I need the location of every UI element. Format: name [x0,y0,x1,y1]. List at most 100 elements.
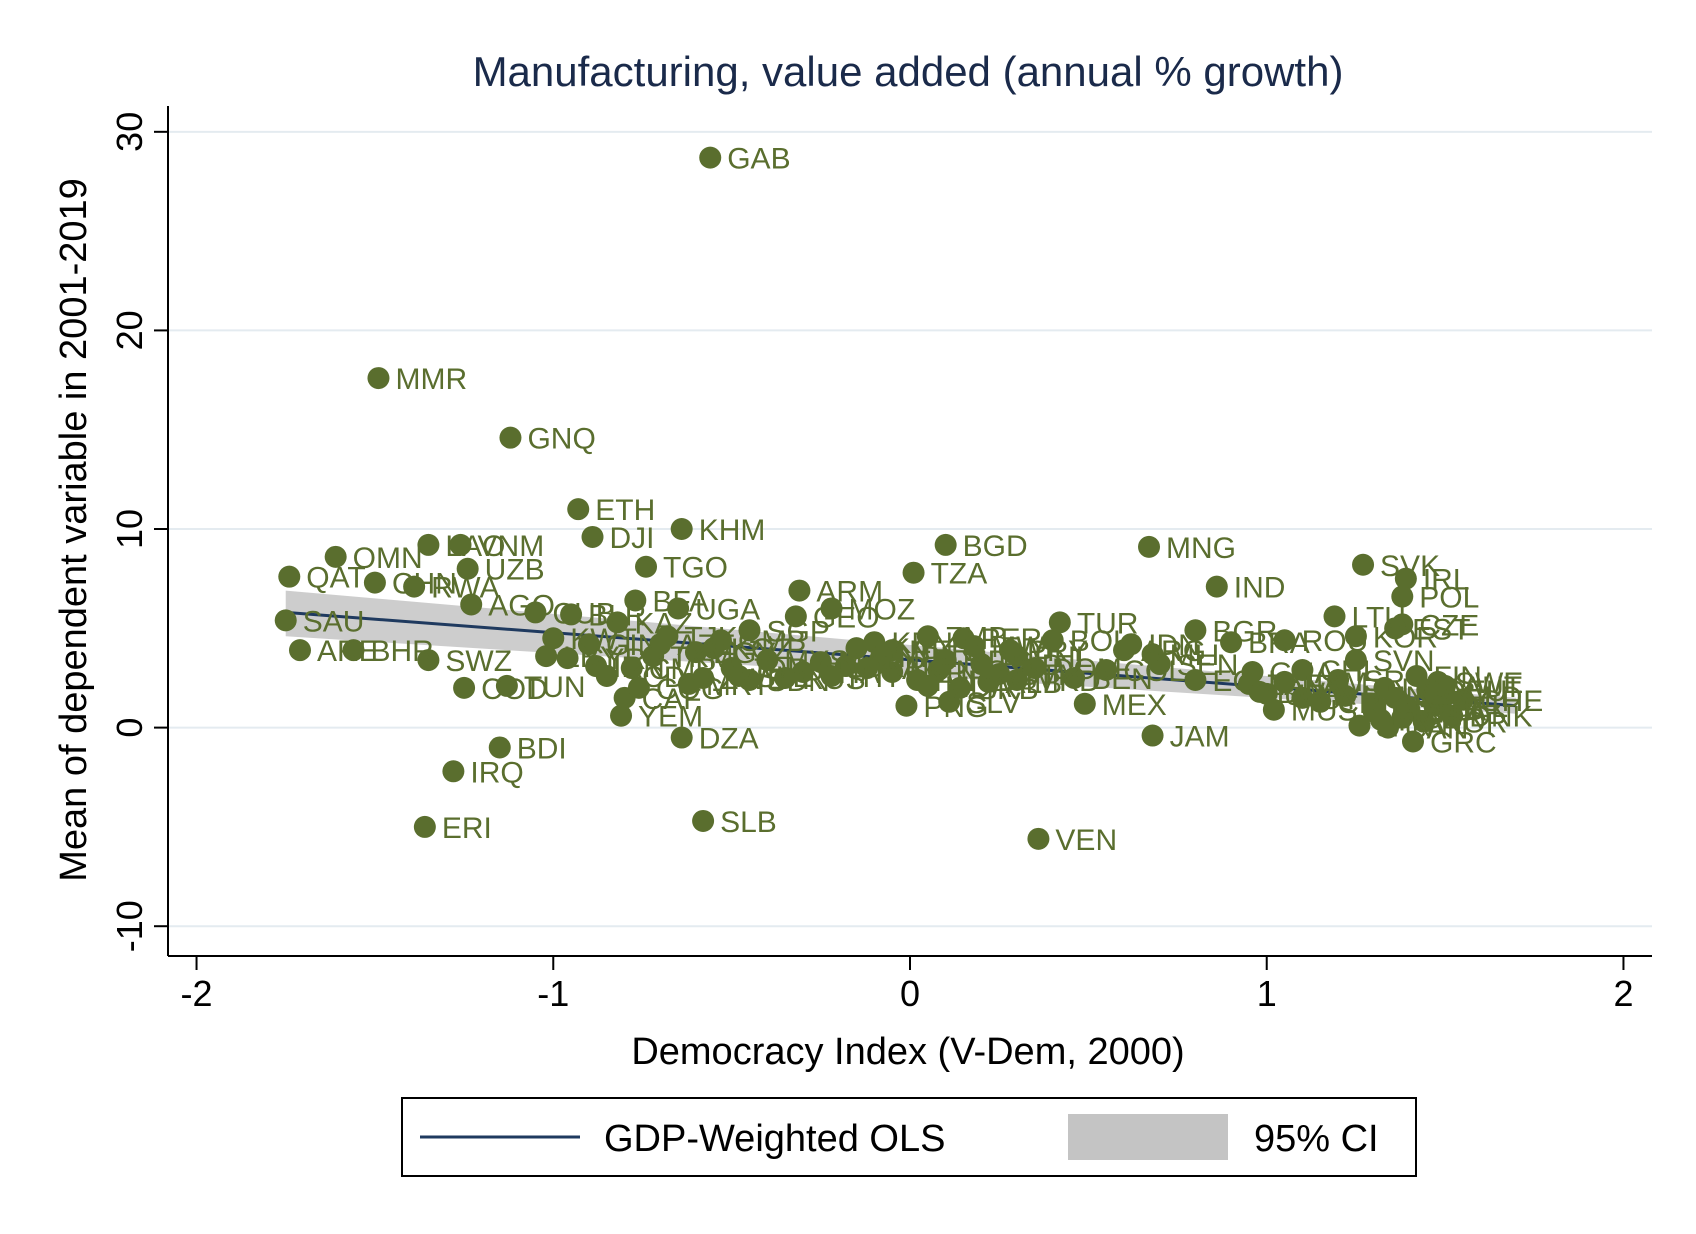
point-lby [535,645,558,668]
point-label-png: PNG [923,691,988,724]
point-label-pol: POL [1419,582,1479,615]
point-label-geo: GEO [813,601,880,634]
point-label-gab: GAB [727,143,790,176]
point-label-gin: GIN [606,629,659,662]
point-mdg [934,649,957,672]
point-label-ind: IND [1234,572,1286,605]
point-label-tgo: TGO [663,552,728,585]
point-label-mmr: MMR [395,363,467,396]
x-axis-title: Democracy Index (V-Dem, 2000) [631,1031,1184,1073]
point-khm [670,518,693,541]
point-blr [560,603,583,626]
point-bfa [624,589,647,612]
point-label-kgz: KGZ [731,633,793,666]
point-label-dom: DOM [1052,653,1122,686]
point-label-cze: CZE [1419,609,1479,642]
point-label-nam: NAM [1302,667,1369,700]
point-pak [856,657,879,680]
point-chn [363,571,386,594]
point-mkd [1006,668,1029,691]
point-label-ury: URY [1284,679,1347,712]
point-label-cod: COD [481,673,548,706]
point-geo [784,605,807,628]
point-prt [1362,700,1385,723]
point-label-per: PER [981,623,1043,656]
point-label-ita: ITA [1398,705,1442,738]
point-kaz [606,611,629,634]
point-label-prt: PRT [1391,697,1450,730]
point-usa [1373,676,1396,699]
point-hti [820,664,843,687]
point-dza [670,726,693,749]
point-label-gbr: GBR [1419,703,1484,736]
point-tgo [635,555,658,578]
point-lao [417,533,440,556]
point-mng [1138,535,1161,558]
point-label-qat: QAT [306,562,365,595]
point-rus [774,666,797,689]
point-label-blr: BLR [588,599,646,632]
point-bra [1220,631,1243,654]
point-syr [556,647,579,670]
point-label-aze: AZE [677,629,735,662]
point-srb [948,676,971,699]
data-points [274,146,1474,850]
point-label-hti: HTI [849,661,897,694]
point-omn [324,545,347,568]
point-ben [1063,666,1086,689]
point-label-rwa: RWA [431,572,499,605]
point-label-gnq: GNQ [527,423,595,456]
point-label-gha: GHA [1269,657,1334,690]
point-label-nor: NOR [1441,707,1508,740]
point-label-bdi: BDI [517,732,567,765]
point-ltu [1323,605,1346,628]
point-label-irq: IRQ [470,756,523,789]
point-grc [1401,730,1424,753]
point-sau [274,609,297,632]
point-label-chl: CHL [1319,655,1379,688]
point-label-slv: SLV [966,687,1020,720]
point-label-fin: FIN [1434,661,1482,694]
point-label-sen: SEN [1177,649,1239,682]
point-label-idn: IDN [1148,629,1200,662]
fit-line-group [285,610,1517,708]
point-label-egy: EGY [713,637,776,670]
point-label-kwt: KWT [570,623,637,656]
point-label-fra: FRA [1426,695,1486,728]
point-qat [278,565,301,588]
point-jpn [1348,714,1371,737]
point-gmb [709,629,732,652]
point-dji [581,525,604,548]
point-zmb [916,625,939,648]
point-label-bhr: BHR [371,635,434,668]
point-mmr [367,367,390,390]
point-ecu [1184,668,1207,691]
point-label-tun: TUN [524,671,586,704]
point-bel [1423,694,1446,717]
point-label-uzb: UZB [485,554,545,587]
point-aut [1434,674,1457,697]
point-kwt [542,627,565,650]
point-label-tur: TUR [1077,607,1139,640]
point-rwa [403,575,426,598]
point-label-irl: IRL [1423,564,1470,597]
point-png [895,694,918,717]
point-label-ukr: UKR [863,651,926,684]
legend: GDP-Weighted OLS 95% CI [401,1097,1417,1177]
point-label-mar: MAR [838,647,905,680]
point-label-tha: THA [820,657,880,690]
point-label-bol: BOL [1070,625,1130,658]
point-label-ner: NER [909,635,972,668]
point-label-bra: BRA [1248,627,1310,660]
point-label-ven: VEN [1055,824,1117,857]
x-tick-label-1: -1 [537,973,569,1014]
point-label-caf: CAF [642,683,702,716]
y-tick-label-2: 10 [109,509,150,549]
point-label-slb: SLB [720,806,777,839]
point-label-che: CHE [1480,685,1543,718]
point-label-lbr: LBR [909,657,967,690]
point-yem [610,704,633,727]
point-nor [1412,710,1435,733]
point-cmr [620,657,643,680]
point-label-mda: MDA [945,671,1012,704]
